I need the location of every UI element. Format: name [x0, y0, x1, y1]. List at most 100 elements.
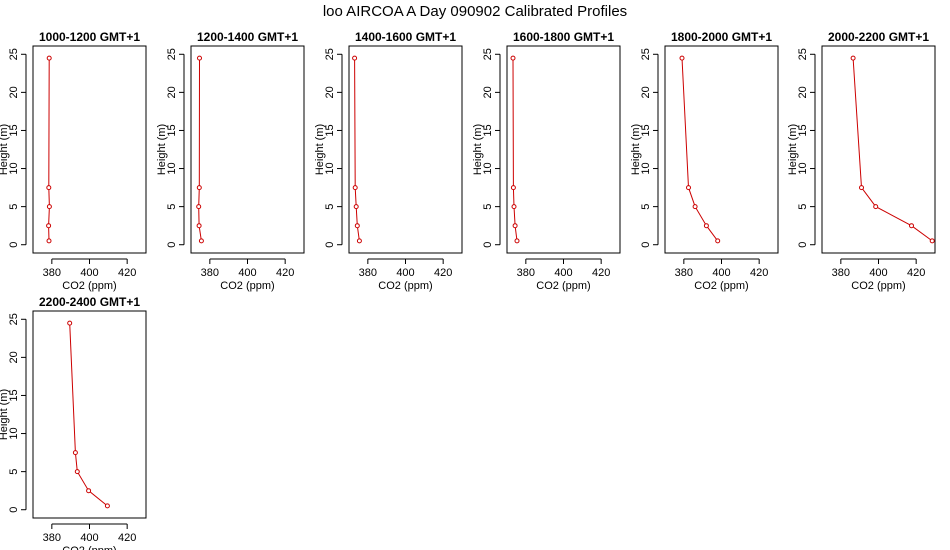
profile-panel-2: 1200-1400 GMT+1 0 5 10 15 20 25 Height (m) 380 40… [156, 30, 305, 292]
panel-title: 1400-1600 GMT+1 [355, 30, 456, 44]
y-tick-label: 25 [8, 313, 20, 325]
x-tick-label: 380 [675, 267, 693, 279]
data-point [514, 238, 520, 244]
panel-title: 1200-1400 GMT+1 [197, 30, 298, 44]
profile-panel-4: 1600-1800 GMT+1 0 5 10 15 20 25 Height (m) 380 40… [472, 30, 621, 292]
y-tick-label: 5 [797, 204, 809, 210]
data-point [46, 204, 52, 210]
x-tick-label: 420 [907, 267, 925, 279]
y-tick-label: 25 [640, 48, 652, 60]
x-tick-label: 380 [359, 267, 377, 279]
y-tick-label: 15 [166, 124, 178, 136]
y-tick-label: 15 [324, 124, 336, 136]
y-tick-label: 20 [8, 351, 20, 363]
y-tick-label: 5 [8, 204, 20, 210]
profile-line [48, 58, 50, 241]
y-tick-label: 25 [797, 48, 809, 60]
panel-title: 1600-1800 GMT+1 [513, 30, 614, 44]
x-axis-label: CO2 (ppm) [62, 280, 116, 292]
y-tick-label: 25 [166, 48, 178, 60]
y-tick-label: 0 [482, 242, 494, 248]
y-tick-label: 20 [166, 86, 178, 98]
x-tick-label: 420 [434, 267, 452, 279]
data-point [46, 223, 52, 229]
x-axis-label: CO2 (ppm) [220, 280, 274, 292]
data-point [67, 320, 73, 326]
data-point [909, 223, 914, 229]
y-tick-label: 20 [797, 86, 809, 98]
data-point [703, 223, 709, 229]
y-tick-label: 25 [324, 48, 336, 60]
profile-panel-7: 2200-2400 GMT+1 0 5 10 15 20 25 Height (m) 380 40… [0, 295, 147, 550]
data-point [198, 238, 204, 244]
y-tick-label: 15 [8, 124, 20, 136]
data-point [46, 55, 52, 61]
plot-frame [348, 45, 463, 254]
data-point [510, 185, 516, 191]
profile-panel-5: 1800-2000 GMT+1 0 5 10 15 20 25 Height (m) 380 40… [630, 30, 779, 292]
data-point [354, 223, 360, 229]
x-tick-label: 420 [592, 267, 610, 279]
x-axis-label: CO2 (ppm) [62, 545, 116, 550]
plot-frame [821, 45, 936, 254]
figure-title: loo AIRCOA A Day 090902 Calibrated Profi… [323, 3, 627, 20]
data-point [196, 223, 202, 229]
y-tick-label: 10 [8, 427, 20, 439]
x-tick-label: 420 [750, 267, 768, 279]
y-axis-label: Height (m) [0, 389, 10, 440]
y-tick-label: 10 [166, 162, 178, 174]
x-tick-label: 400 [869, 267, 887, 279]
y-tick-label: 20 [640, 86, 652, 98]
data-point [197, 55, 202, 61]
data-point [686, 185, 691, 191]
data-point [510, 55, 516, 61]
data-point [74, 469, 80, 475]
x-tick-label: 380 [43, 532, 61, 544]
y-tick-label: 15 [482, 124, 494, 136]
y-tick-label: 5 [482, 204, 494, 210]
profile-line [354, 58, 360, 241]
profile-line [512, 58, 518, 241]
data-point [715, 238, 721, 244]
panel-title: 2200-2400 GMT+1 [39, 295, 140, 309]
panel-title: 1800-2000 GMT+1 [671, 30, 772, 44]
x-axis-label: CO2 (ppm) [851, 280, 905, 292]
y-tick-label: 10 [482, 162, 494, 174]
data-point [86, 488, 92, 494]
y-tick-label: 0 [166, 242, 178, 248]
data-point [46, 238, 52, 244]
x-axis-label: CO2 (ppm) [378, 280, 432, 292]
y-tick-label: 25 [8, 48, 20, 60]
plot-frame [32, 45, 147, 254]
panels: 1000-1200 GMT+1 0 5 10 15 20 25 Height (m) 380 40… [0, 30, 936, 550]
plot-frame [664, 45, 779, 254]
y-tick-label: 25 [482, 48, 494, 60]
profile-panel-1: 1000-1200 GMT+1 0 5 10 15 20 25 Height (m) 380 40… [0, 30, 147, 292]
y-tick-label: 5 [8, 469, 20, 475]
x-axis-label: CO2 (ppm) [536, 280, 590, 292]
x-tick-label: 400 [80, 267, 98, 279]
x-tick-label: 380 [517, 267, 535, 279]
data-point [873, 204, 879, 210]
y-tick-label: 20 [482, 86, 494, 98]
plot-frame [506, 45, 621, 254]
data-point [850, 55, 856, 61]
y-tick-label: 10 [8, 162, 20, 174]
y-tick-label: 5 [640, 204, 652, 210]
plot-frame [32, 310, 147, 519]
y-tick-label: 10 [324, 162, 336, 174]
panel-title: 1000-1200 GMT+1 [39, 30, 140, 44]
y-axis-label: Height (m) [156, 124, 168, 175]
y-tick-label: 10 [640, 162, 652, 174]
y-tick-label: 20 [8, 86, 20, 98]
y-tick-label: 15 [797, 124, 809, 136]
y-tick-label: 0 [8, 242, 20, 248]
y-axis-label: Height (m) [630, 124, 642, 175]
x-tick-label: 380 [43, 267, 61, 279]
x-tick-label: 400 [238, 267, 256, 279]
x-tick-label: 420 [276, 267, 294, 279]
y-tick-label: 20 [324, 86, 336, 98]
data-point [859, 185, 864, 191]
data-point [72, 450, 78, 456]
